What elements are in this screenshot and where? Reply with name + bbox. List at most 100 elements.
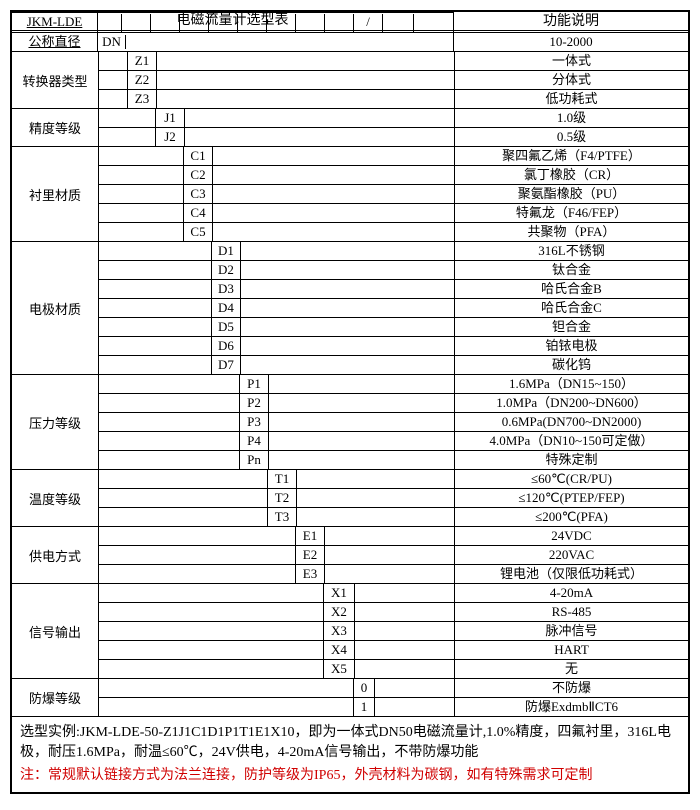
slash-box: /	[354, 14, 383, 32]
indent-blank	[99, 698, 354, 716]
selection-table: 电磁流量计选型表 JKM-LDE / 功能说明 公称直径 DN 10-2000 …	[10, 10, 690, 794]
option-desc: 钽合金	[455, 318, 688, 336]
dn-label: 公称直径	[12, 33, 98, 51]
option-row: P44.0MPa（DN10~150可定做）	[99, 432, 688, 451]
code-area: D7	[99, 356, 455, 374]
code-area: X3	[99, 622, 455, 640]
group-label: 信号输出	[12, 584, 99, 678]
option-desc: 24VDC	[455, 527, 688, 545]
option-row: X2RS-485	[99, 603, 688, 622]
option-desc: ≤200℃(PFA)	[455, 508, 688, 526]
option-desc: RS-485	[455, 603, 688, 621]
indent-blank	[99, 375, 240, 393]
option-desc: 特殊定制	[455, 451, 688, 469]
option-desc: 氯丁橡胶（CR）	[455, 166, 688, 184]
option-code: C5	[184, 223, 213, 241]
option-code: E2	[296, 546, 325, 564]
code-area: X2	[99, 603, 455, 621]
group-温度等级: 温度等级T1≤60℃(CR/PU)T2≤120℃(PTEP/FEP)T3≤200…	[12, 470, 688, 527]
option-row: X5无	[99, 660, 688, 678]
option-desc: 脉冲信号	[455, 622, 688, 640]
option-code: X3	[324, 622, 355, 640]
option-code: P1	[240, 375, 269, 393]
indent-blank	[99, 603, 324, 621]
option-desc: 不防爆	[455, 679, 688, 697]
option-desc: 220VAC	[455, 546, 688, 564]
indent-blank	[99, 546, 296, 564]
option-row: C3 聚氨酯橡胶（PU）	[99, 185, 688, 204]
option-code: D3	[212, 280, 241, 298]
option-desc: 聚氨酯橡胶（PU）	[455, 185, 688, 203]
option-desc: 一体式	[455, 52, 688, 70]
option-desc: 铂铱电极	[455, 337, 688, 355]
option-row: X4HART	[99, 641, 688, 660]
code-area: E2	[99, 546, 455, 564]
code-area: Z3	[99, 90, 455, 108]
option-desc: HART	[455, 641, 688, 659]
group-label: 精度等级	[12, 109, 99, 146]
option-row: P30.6MPa(DN700~DN2000)	[99, 413, 688, 432]
indent-blank	[99, 261, 212, 279]
indent-blank	[99, 432, 240, 450]
indent-blank	[99, 356, 212, 374]
code-area: X1	[99, 584, 455, 602]
group-label: 衬里材质	[12, 147, 99, 241]
option-code: P2	[240, 394, 269, 412]
option-row: D2 钛合金	[99, 261, 688, 280]
group-转换器类型: 转换器类型Z1一体式Z2分体式Z3低功耗式	[12, 52, 688, 109]
option-code: T1	[268, 470, 297, 488]
indent-blank	[99, 90, 128, 108]
indent-blank	[99, 52, 128, 70]
dn-code-area: DN	[98, 33, 454, 51]
option-code: X1	[324, 584, 355, 602]
option-desc: 钛合金	[455, 261, 688, 279]
indent-blank	[99, 318, 212, 336]
indent-blank	[99, 470, 268, 488]
option-desc: 4-20mA	[455, 584, 688, 602]
option-row: T2≤120℃(PTEP/FEP)	[99, 489, 688, 508]
group-label: 电极材质	[12, 242, 99, 374]
option-desc: 共聚物（PFA）	[455, 223, 688, 241]
option-row: J11.0级	[99, 109, 688, 128]
option-row: C1聚四氟乙烯（F4/PTFE）	[99, 147, 688, 166]
option-code: C4	[184, 204, 213, 222]
model-row: JKM-LDE / 功能说明	[12, 12, 688, 33]
option-desc: 哈氏合金C	[455, 299, 688, 317]
option-code: D2	[212, 261, 241, 279]
option-desc: 0.5级	[455, 128, 688, 146]
option-row: E2 220VAC	[99, 546, 688, 565]
option-row: 1防爆ExdmbⅡCT6	[99, 698, 688, 716]
code-area: T3	[99, 508, 455, 526]
code-area: 0	[99, 679, 455, 697]
option-code: 0	[354, 679, 375, 697]
code-area: T1	[99, 470, 455, 488]
code-area: D4	[99, 299, 455, 317]
group-衬里材质: 衬里材质C1聚四氟乙烯（F4/PTFE）C2氯丁橡胶（CR）C3聚氨酯橡胶（PU…	[12, 147, 688, 242]
indent-blank	[99, 565, 296, 583]
option-row: C4特氟龙（F46/FEP）	[99, 204, 688, 223]
option-row: E3锂电池（仅限低功耗式）	[99, 565, 688, 583]
code-area: D3	[99, 280, 455, 298]
code-box-row: /	[98, 12, 454, 32]
indent-blank	[99, 413, 240, 431]
code-area: D5	[99, 318, 455, 336]
option-row: J20.5级	[99, 128, 688, 146]
code-area: 1	[99, 698, 455, 716]
option-row: P11.6MPa（DN15~150）	[99, 375, 688, 394]
indent-blank	[99, 109, 156, 127]
dn-row: 公称直径 DN 10-2000	[12, 33, 688, 52]
indent-blank	[99, 527, 296, 545]
indent-blank	[99, 394, 240, 412]
code-area: E3	[99, 565, 455, 583]
option-row: Z1 一体式	[99, 52, 688, 71]
option-code: C3	[184, 185, 213, 203]
indent-blank	[99, 204, 184, 222]
option-row: C5 共聚物（PFA）	[99, 223, 688, 241]
group-label: 压力等级	[12, 375, 99, 469]
indent-blank	[99, 451, 240, 469]
option-desc: 低功耗式	[455, 90, 688, 108]
option-row: P21.0MPa（DN200~DN600）	[99, 394, 688, 413]
option-code: Z1	[128, 52, 157, 70]
indent-blank	[99, 147, 184, 165]
code-area: J1	[99, 109, 455, 127]
